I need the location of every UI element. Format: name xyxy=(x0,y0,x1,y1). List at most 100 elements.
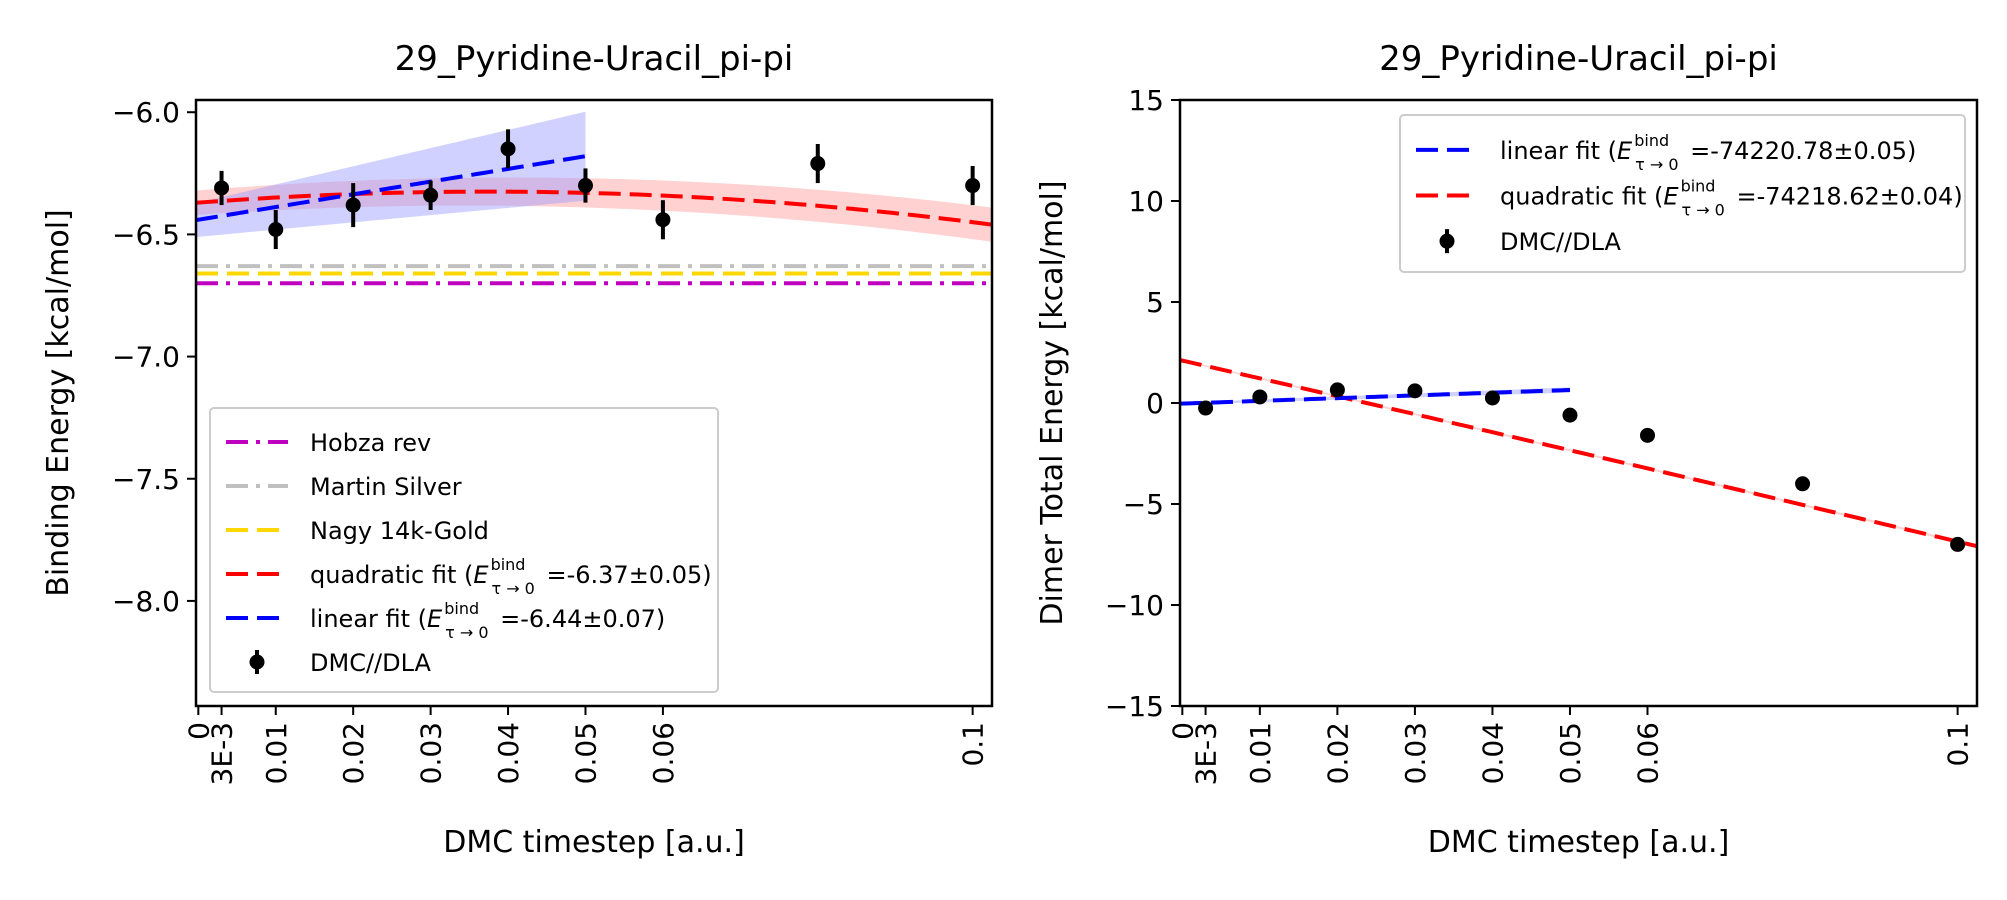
data-point xyxy=(577,178,593,194)
chart-title: 29_Pyridine-Uracil_pi-pi xyxy=(1379,39,1778,79)
legend-subscript: τ → 0 xyxy=(445,623,488,642)
x-tick-label: 0.03 xyxy=(415,722,448,784)
data-point xyxy=(1484,390,1500,406)
legend-symbol: E xyxy=(1617,137,1633,165)
legend: linear fit (E bind τ → 0 =-74220.78±0.05)q… xyxy=(1399,114,1966,273)
x-tick-label: 0.03 xyxy=(1399,722,1432,784)
x-tick-label: 0.1 xyxy=(957,722,990,767)
x-tick-label: 0.05 xyxy=(1554,722,1587,784)
x-tick-label: 0.05 xyxy=(569,722,602,784)
legend-symbol: E xyxy=(473,561,489,589)
x-axis-label: DMC timestep [a.u.] xyxy=(1428,825,1730,860)
x-axis-label: DMC timestep [a.u.] xyxy=(443,825,745,860)
fit-line-2 xyxy=(196,154,586,223)
data-point xyxy=(810,156,826,172)
y-tick-label: −7.5 xyxy=(112,463,180,496)
x-tick-label: 0.02 xyxy=(337,722,370,784)
y-axis-label: Dimer Total Energy [kcal/mol] xyxy=(1035,180,1070,625)
fit-line-2 xyxy=(1180,387,1571,406)
legend-label: Nagy 14k-Gold xyxy=(310,517,489,545)
data-point xyxy=(345,197,361,213)
x-tick-label: 0.02 xyxy=(1321,722,1354,784)
data-point xyxy=(1329,382,1345,398)
chart-title: 29_Pyridine-Uracil_pi-pi xyxy=(395,39,794,79)
data-point xyxy=(655,212,671,228)
y-tick-label: 15 xyxy=(1128,84,1164,117)
y-tick-label: 5 xyxy=(1146,286,1164,319)
y-axis-label: Binding Energy [kcal/mol] xyxy=(41,209,76,596)
y-tick-label: −8.0 xyxy=(112,585,180,618)
legend-symbol: E xyxy=(1663,183,1679,211)
y-tick-label: −7.0 xyxy=(112,341,180,374)
data-point xyxy=(1407,383,1423,399)
legend-subscript: τ → 0 xyxy=(491,579,534,598)
legend-subscript: τ → 0 xyxy=(1635,155,1678,174)
legend-label: linear fit (E bind τ → 0 =-74220.78±0.05) xyxy=(1500,131,1916,174)
legend-label-prefix: quadratic fit ( xyxy=(1500,183,1663,211)
x-tick-label: 0.1 xyxy=(1942,722,1975,767)
legend-superscript: bind xyxy=(1681,177,1716,196)
legend-label-suffix: =-6.37±0.05) xyxy=(539,561,712,589)
y-tick-label: −6.5 xyxy=(112,218,180,251)
legend-point-marker xyxy=(249,654,265,670)
legend-label: DMC//DLA xyxy=(1500,228,1622,256)
legend-label-prefix: quadratic fit ( xyxy=(310,561,473,589)
legend-label: DMC//DLA xyxy=(310,649,432,677)
data-point xyxy=(1795,476,1811,492)
x-tick-label: 0.01 xyxy=(1244,722,1277,784)
legend-label: quadratic fit (E bind τ → 0 =-74218.62±0.0… xyxy=(1500,177,1963,220)
y-tick-label: −6.0 xyxy=(112,96,180,129)
fit-line-1 xyxy=(196,189,992,227)
legend-subscript: τ → 0 xyxy=(1681,201,1724,220)
y-tick-label: 10 xyxy=(1128,185,1164,218)
legend-point-marker xyxy=(1439,233,1455,249)
axes-frame xyxy=(194,98,994,708)
x-tick-label: 3E-3 xyxy=(1190,722,1223,785)
x-tick-label: 0.06 xyxy=(1632,722,1665,784)
x-tick-label: 0 xyxy=(1166,722,1199,740)
data-point xyxy=(965,178,981,194)
y-tick-label: −10 xyxy=(1105,589,1164,622)
legend-label: Hobza rev xyxy=(310,429,431,457)
legend-label-suffix: =-74220.78±0.05) xyxy=(1683,137,1917,165)
data-point xyxy=(1198,400,1214,416)
data-point xyxy=(1640,427,1656,443)
legend-symbol: E xyxy=(427,605,443,633)
legend: Hobza rev Martin Silver Nagy 14k-Gold quadr… xyxy=(209,407,719,693)
data-point xyxy=(1950,536,1966,552)
legend-superscript: bind xyxy=(491,555,526,574)
data-point xyxy=(1562,407,1578,423)
legend-superscript: bind xyxy=(444,599,479,618)
legend-label-prefix: linear fit ( xyxy=(1500,137,1617,165)
x-tick-label: 0 xyxy=(182,722,215,740)
data-point xyxy=(1252,389,1268,405)
legend-label-prefix: linear fit ( xyxy=(310,605,427,633)
x-tick-label: 0.04 xyxy=(492,722,525,784)
y-tick-label: 0 xyxy=(1146,387,1164,420)
fit-band-2 xyxy=(196,111,586,238)
y-tick-label: −15 xyxy=(1105,690,1164,723)
y-tick-label: −5 xyxy=(1123,488,1164,521)
data-point xyxy=(268,222,284,238)
legend-box xyxy=(209,407,719,693)
fit-line-1 xyxy=(1180,358,1977,549)
x-tick-label: 3E-3 xyxy=(206,722,239,785)
x-tick-label: 0.04 xyxy=(1476,722,1509,784)
data-point xyxy=(214,180,230,196)
legend-label: quadratic fit (E bind τ → 0 =-6.37±0.05) xyxy=(310,555,712,598)
plot-area xyxy=(1180,358,1977,552)
data-point xyxy=(500,141,516,157)
legend-box xyxy=(1399,114,1966,273)
legend-label-suffix: =-74218.62±0.04) xyxy=(1729,183,1963,211)
legend-label: Martin Silver xyxy=(310,473,462,501)
x-tick-label: 0.06 xyxy=(647,722,680,784)
plot-area xyxy=(196,111,992,286)
x-tick-label: 0.01 xyxy=(260,722,293,784)
legend-superscript: bind xyxy=(1634,131,1669,150)
legend-label: linear fit (E bind τ → 0 =-6.44±0.07) xyxy=(310,599,665,642)
legend-label-suffix: =-6.44±0.07) xyxy=(493,605,666,633)
data-point xyxy=(423,187,439,203)
chart-1: −6.0 −6.5 −7.0 −7.5 −8.0 03E-3 0.01 0.02 0.03 0.0… xyxy=(41,39,994,860)
